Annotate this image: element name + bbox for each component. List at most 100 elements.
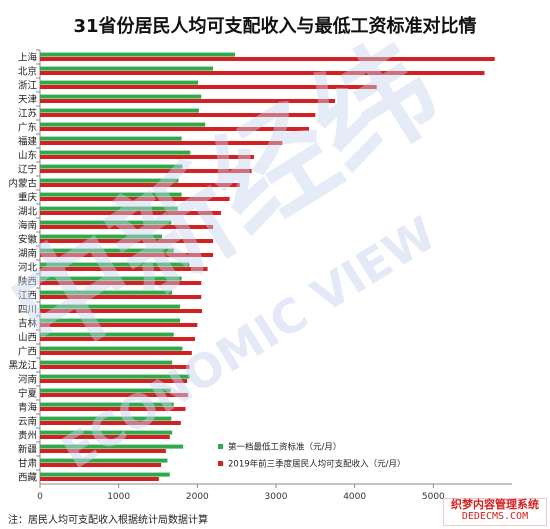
bar-min-wage [40, 374, 190, 379]
category-label: 辽宁 [18, 164, 37, 176]
bar-min-wage [40, 346, 183, 351]
x-tick-label: 3000 [265, 492, 288, 502]
category-label: 天津 [18, 95, 38, 106]
bar-min-wage [40, 94, 202, 99]
category-label: 山西 [18, 333, 37, 344]
bar-min-wage [40, 276, 182, 281]
bar-disposable-income [40, 379, 188, 383]
category-label: 山东 [18, 150, 37, 162]
bar-min-wage [40, 164, 183, 169]
legend-swatch [218, 461, 223, 466]
category-label: 青海 [18, 402, 38, 414]
legend-swatch [218, 444, 223, 449]
bar-min-wage [40, 444, 184, 449]
bar-disposable-income [40, 197, 230, 201]
bar-min-wage [40, 416, 172, 421]
bar-min-wage [40, 472, 170, 477]
bar-min-wage [40, 360, 173, 365]
bar-disposable-income [40, 435, 170, 439]
bar-min-wage [40, 108, 199, 113]
bar-min-wage [40, 332, 174, 337]
bar-min-wage [40, 318, 181, 323]
bar-disposable-income [40, 169, 252, 173]
category-label: 云南 [18, 416, 37, 428]
category-label: 湖南 [18, 248, 37, 260]
bar-min-wage [40, 402, 174, 407]
category-label: 宁夏 [18, 388, 38, 400]
category-label: 广东 [18, 122, 37, 134]
bar-disposable-income [40, 281, 202, 285]
legend-label: 第一档最低工资标准（元/月） [228, 442, 341, 453]
category-label: 海南 [18, 220, 37, 232]
bar-disposable-income [40, 407, 186, 411]
bar-min-wage [40, 80, 199, 85]
bar-min-wage [40, 150, 191, 155]
category-label: 河南 [18, 374, 37, 386]
bar-min-wage [40, 262, 190, 267]
bar-disposable-income [40, 155, 254, 159]
legend-label: 2019年前三季度居民人均可支配收入（元/月） [228, 459, 406, 470]
category-label: 四川 [18, 305, 37, 316]
category-label: 福建 [18, 136, 38, 148]
category-label: 贵州 [18, 430, 37, 442]
category-label: 广西 [18, 346, 37, 358]
watermark-badge-line2: DEDECMS.COM [461, 511, 529, 522]
bar-min-wage [40, 136, 182, 141]
bar-disposable-income [40, 239, 214, 243]
bar-disposable-income [40, 183, 240, 187]
category-label: 内蒙古 [8, 178, 37, 190]
bar-disposable-income [40, 141, 283, 145]
bar-disposable-income [40, 323, 198, 327]
bar-disposable-income [40, 337, 195, 341]
bar-disposable-income [40, 421, 181, 425]
bar-disposable-income [40, 253, 214, 257]
chart-title: 31省份居民人均可支配收入与最低工资标准对比情 [73, 16, 477, 37]
category-label: 吉林 [18, 318, 38, 330]
bar-disposable-income [40, 211, 221, 215]
bar-disposable-income [40, 351, 192, 355]
category-label: 黑龙江 [8, 360, 37, 372]
category-label: 重庆 [18, 192, 38, 204]
category-label: 北京 [18, 66, 37, 78]
bar-disposable-income [40, 267, 208, 271]
bar-disposable-income [40, 365, 190, 369]
bar-min-wage [40, 178, 179, 183]
category-label: 安徽 [18, 234, 38, 246]
category-label: 陕西 [18, 276, 37, 288]
bar-disposable-income [40, 477, 159, 481]
bar-min-wage [40, 234, 162, 239]
bar-min-wage [40, 290, 173, 295]
x-tick-label: 0 [37, 492, 43, 502]
bar-min-wage [40, 192, 182, 197]
bar-min-wage [40, 388, 171, 393]
bar-disposable-income [40, 127, 310, 131]
bar-min-wage [40, 458, 168, 463]
bar-disposable-income [40, 57, 495, 61]
footnote: 注：居民人均可支配收入根据统计局数据计算 [8, 515, 208, 526]
bar-min-wage [40, 430, 173, 435]
bar-disposable-income [40, 309, 203, 313]
bar-min-wage [40, 304, 181, 309]
category-label: 西藏 [18, 472, 38, 484]
category-label: 甘肃 [18, 458, 37, 470]
bar-disposable-income [40, 393, 188, 397]
watermark-badge: 织梦内容管理系统 DEDECMS.COM [443, 498, 547, 526]
bar-disposable-income [40, 225, 214, 229]
bar-disposable-income [40, 295, 202, 299]
bar-disposable-income [40, 463, 162, 467]
category-label: 河北 [18, 262, 38, 274]
x-tick-label: 2000 [186, 492, 209, 502]
category-label: 浙江 [18, 80, 38, 92]
bar-disposable-income [40, 449, 166, 453]
bar-min-wage [40, 220, 172, 225]
bar-disposable-income [40, 71, 485, 75]
category-label: 上海 [18, 52, 38, 64]
bar-min-wage [40, 248, 174, 253]
category-label: 江西 [18, 291, 37, 302]
x-tick-label: 5000 [422, 492, 445, 502]
x-tick-label: 4000 [343, 492, 366, 502]
x-tick-label: 1000 [107, 492, 130, 502]
category-label: 新疆 [18, 444, 38, 456]
